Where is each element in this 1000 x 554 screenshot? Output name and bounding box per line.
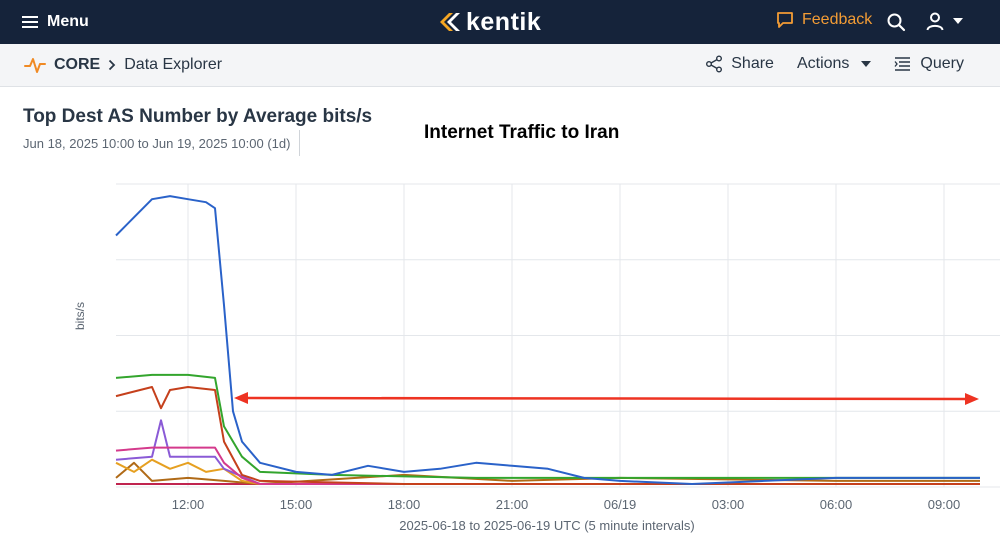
series-line (115, 386, 980, 485)
caret-down-icon (953, 18, 963, 24)
annotation-arrow-shaft (245, 396, 967, 401)
search-icon (887, 13, 906, 32)
caret-down-icon (861, 61, 872, 67)
chevron-right-icon (109, 59, 116, 71)
share-icon (706, 55, 723, 73)
share-label: Share (731, 55, 774, 72)
user-icon (926, 12, 944, 31)
pulse-icon (24, 58, 46, 73)
logo-text: kentik (466, 7, 542, 36)
chart-grid (116, 183, 1000, 488)
y-axis-label: bits/s (73, 301, 87, 330)
annotation-arrow-right-head (965, 393, 979, 405)
feedback-button[interactable]: Feedback (776, 11, 872, 29)
x-axis-label: 2025-06-18 to 2025-06-19 UTC (5 minute i… (399, 518, 695, 533)
header-divider (299, 130, 300, 156)
query-label: Query (920, 55, 964, 72)
kentik-logo-mark-icon (440, 13, 460, 31)
query-button[interactable]: Query (894, 55, 964, 73)
breadcrumb-toolbar-bar: CORE Data Explorer Share Actions (0, 44, 1000, 87)
breadcrumb-root[interactable]: CORE (54, 56, 101, 73)
menu-label: Menu (47, 13, 89, 30)
series-line (115, 419, 980, 485)
actions-label: Actions (796, 55, 850, 72)
actions-dropdown[interactable]: Actions (796, 55, 872, 73)
x-tick-label: 12:00 (172, 497, 205, 512)
x-tick-label: 06:00 (820, 497, 853, 512)
chart-series (115, 195, 980, 485)
annotation-arrow (234, 392, 979, 405)
traffic-line-chart[interactable]: 12:00 15:00 18:00 21:00 06/19 03:00 06:00 09:00 (0, 170, 1000, 554)
x-tick-label: 09:00 (928, 497, 961, 512)
toolbar-actions: Share Actions Query (705, 55, 964, 73)
annotation-text: Internet Traffic to Iran (424, 122, 620, 143)
breadcrumb-current: Data Explorer (124, 56, 223, 73)
page-title: Top Dest AS Number by Average bits/s (23, 106, 373, 127)
series-line (115, 195, 980, 485)
share-button[interactable]: Share (705, 55, 774, 73)
x-tick-label: 18:00 (388, 497, 421, 512)
series-line (115, 446, 980, 485)
annotation-arrow-left-head (234, 392, 248, 404)
feedback-label: Feedback (802, 11, 873, 28)
speech-bubble-icon (777, 12, 793, 28)
time-range-subtitle: Jun 18, 2025 10:00 to Jun 19, 2025 10:00… (23, 136, 291, 151)
user-menu-button[interactable] (925, 11, 963, 31)
series-line (115, 373, 980, 479)
x-tick-label: 21:00 (496, 497, 529, 512)
search-button[interactable] (886, 12, 906, 37)
menu-button[interactable]: Menu (22, 10, 89, 34)
query-lines-icon (894, 57, 911, 71)
series-line (115, 458, 980, 485)
x-tick-label: 06/19 (604, 497, 637, 512)
kentik-logo[interactable]: kentik (438, 8, 541, 36)
breadcrumb: CORE Data Explorer (24, 55, 222, 75)
x-axis-ticks: 12:00 15:00 18:00 21:00 06/19 03:00 06:00 09:00 (172, 497, 961, 512)
x-tick-label: 03:00 (712, 497, 745, 512)
hamburger-icon (22, 16, 38, 28)
top-nav-bar: Menu kentik Feedback (0, 0, 1000, 44)
x-tick-label: 15:00 (280, 497, 313, 512)
